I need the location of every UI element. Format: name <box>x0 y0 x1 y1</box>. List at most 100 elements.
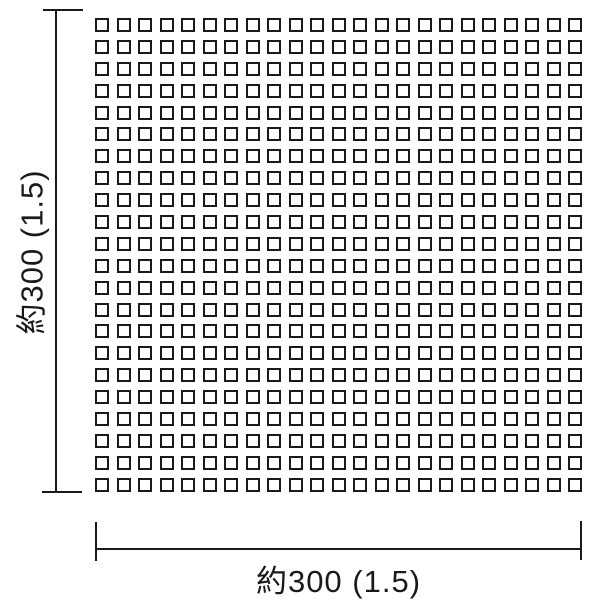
tile <box>353 324 367 339</box>
tile <box>439 258 453 273</box>
tile <box>224 258 238 273</box>
tile <box>396 215 410 230</box>
tile <box>138 61 152 76</box>
tile <box>202 61 217 76</box>
tile <box>396 324 410 339</box>
tile <box>202 258 217 273</box>
tile <box>546 127 561 142</box>
tile <box>288 280 303 295</box>
tile <box>374 105 389 120</box>
tile <box>525 39 539 54</box>
tile <box>245 83 260 98</box>
tile <box>396 149 410 164</box>
tile <box>503 412 518 427</box>
tile <box>310 346 324 361</box>
tile <box>353 455 367 470</box>
tile <box>159 171 174 186</box>
tile <box>396 258 410 273</box>
tile <box>288 433 303 448</box>
tile <box>310 390 324 405</box>
tile <box>417 324 432 339</box>
tile <box>95 346 109 361</box>
tile <box>417 302 432 317</box>
tile <box>503 105 518 120</box>
tile <box>138 390 152 405</box>
tile <box>374 127 389 142</box>
tile <box>396 171 410 186</box>
tile <box>460 412 475 427</box>
tile <box>331 455 346 470</box>
tile <box>310 39 324 54</box>
tile <box>310 412 324 427</box>
horizontal-dimension-label: 約300 (1.5) <box>255 564 422 599</box>
tile <box>310 105 324 120</box>
tile <box>460 83 475 98</box>
tile <box>482 280 496 295</box>
tile <box>116 455 131 470</box>
tile <box>267 324 281 339</box>
tile <box>460 171 475 186</box>
tile <box>417 390 432 405</box>
tile <box>374 412 389 427</box>
tile <box>288 215 303 230</box>
tile <box>224 215 238 230</box>
tile <box>267 433 281 448</box>
tile <box>138 412 152 427</box>
tile <box>116 390 131 405</box>
tile <box>353 61 367 76</box>
tile <box>503 302 518 317</box>
tile <box>482 412 496 427</box>
tile <box>374 258 389 273</box>
tile <box>116 61 131 76</box>
tile <box>245 455 260 470</box>
tile <box>181 18 195 32</box>
tile <box>159 149 174 164</box>
tile <box>417 215 432 230</box>
tile <box>353 39 367 54</box>
tile <box>482 18 496 32</box>
tile <box>288 83 303 98</box>
tile <box>245 390 260 405</box>
tile <box>224 83 238 98</box>
tile <box>331 105 346 120</box>
tile <box>482 368 496 383</box>
tile <box>503 61 518 76</box>
tile <box>138 368 152 383</box>
tile <box>159 236 174 251</box>
tile <box>546 302 561 317</box>
tile <box>159 280 174 295</box>
tile <box>482 39 496 54</box>
tile <box>159 368 174 383</box>
tile <box>202 105 217 120</box>
tile <box>245 302 260 317</box>
tile <box>353 368 367 383</box>
tile <box>439 105 453 120</box>
tile <box>417 18 432 32</box>
tile <box>202 215 217 230</box>
tile <box>417 127 432 142</box>
tile <box>288 127 303 142</box>
tile <box>267 215 281 230</box>
tile <box>159 215 174 230</box>
tile <box>503 390 518 405</box>
tile <box>546 258 561 273</box>
tile <box>396 18 410 32</box>
tile <box>546 368 561 383</box>
tile <box>245 324 260 339</box>
tile <box>374 83 389 98</box>
tile <box>181 105 195 120</box>
tile <box>482 61 496 76</box>
tile <box>95 18 109 32</box>
tile <box>525 346 539 361</box>
tile <box>546 236 561 251</box>
tile <box>503 39 518 54</box>
tile <box>288 193 303 208</box>
tile <box>116 346 131 361</box>
tile <box>439 127 453 142</box>
tile <box>546 171 561 186</box>
tile <box>439 149 453 164</box>
tile <box>546 193 561 208</box>
tile <box>396 127 410 142</box>
tile <box>95 390 109 405</box>
tile <box>374 171 389 186</box>
